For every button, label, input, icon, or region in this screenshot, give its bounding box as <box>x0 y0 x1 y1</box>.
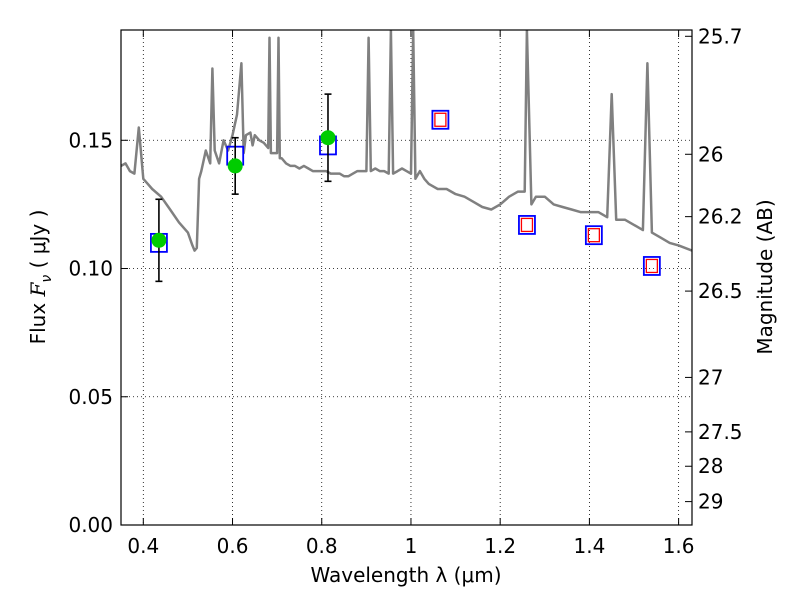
x-tick-label: 1.4 <box>573 534 605 558</box>
x-tick-label: 1 <box>405 534 418 558</box>
synthetic-square <box>518 215 536 235</box>
y-axis-title: Flux Fν ( μJy ) <box>26 210 55 345</box>
x-tick-label: 1.6 <box>663 534 695 558</box>
y2-tick-label: 26 <box>698 142 723 166</box>
y-axis-title-prefix: Flux <box>26 296 50 344</box>
y2-tick-label: 28 <box>698 454 723 478</box>
synthetic-photometry-point <box>642 256 661 276</box>
observed-photometry-point <box>227 136 243 195</box>
data-layer <box>121 30 692 252</box>
observed-photometry-point <box>151 198 167 283</box>
model-spectrum-line <box>121 30 692 252</box>
grid <box>121 30 692 526</box>
marker-layer <box>150 93 661 283</box>
synthetic-photometry-point <box>584 225 603 246</box>
x-tick-label: 1.2 <box>484 534 516 558</box>
y-tick-label: 0.00 <box>68 513 113 537</box>
y2-tick-label: 25.7 <box>698 24 743 48</box>
x-tick-label: 0.4 <box>127 534 159 558</box>
x-axis-title: Wavelength λ (μm) <box>310 563 501 587</box>
y-axis-title-suffix: ( μJy ) <box>26 210 50 275</box>
x-tick-label: 0.8 <box>306 534 338 558</box>
observed-marker <box>151 232 167 248</box>
observed-photometry-point <box>320 93 336 183</box>
synthetic-square <box>584 225 603 246</box>
y-tick-label: 0.15 <box>68 128 113 152</box>
y2-axis-title: Magnitude (AB) <box>753 199 777 354</box>
synthetic-photometry-point <box>518 215 536 235</box>
y-axis-title-symbol: F <box>26 281 50 297</box>
y-tick-label: 0.10 <box>68 257 113 281</box>
plot-frame <box>120 29 693 526</box>
synthetic-square <box>642 256 661 276</box>
y2-tick-label: 29 <box>698 490 723 514</box>
y-tick-label: 0.05 <box>68 385 113 409</box>
y-axis-title-subscript: ν <box>39 275 55 283</box>
y2-tick-label: 27 <box>698 365 723 389</box>
x-tick-label: 0.6 <box>217 534 249 558</box>
synthetic-square-inner <box>520 217 534 233</box>
y2-tick-label: 26.2 <box>698 205 743 229</box>
synthetic-square-inner <box>645 258 659 274</box>
synthetic-square-inner <box>434 112 447 127</box>
synthetic-photometry-point <box>431 109 450 130</box>
observed-marker <box>227 158 243 174</box>
ticks: 0.4 0.6 0.8 1 1.2 1.4 1.6 0.00 0.05 0.10 0.15 25.7 2… <box>68 24 742 558</box>
synthetic-square <box>431 109 450 130</box>
synthetic-square-inner <box>587 228 601 243</box>
y2-tick-label: 27.5 <box>698 420 743 444</box>
observed-marker <box>320 130 336 146</box>
y2-tick-label: 26.5 <box>698 279 743 303</box>
